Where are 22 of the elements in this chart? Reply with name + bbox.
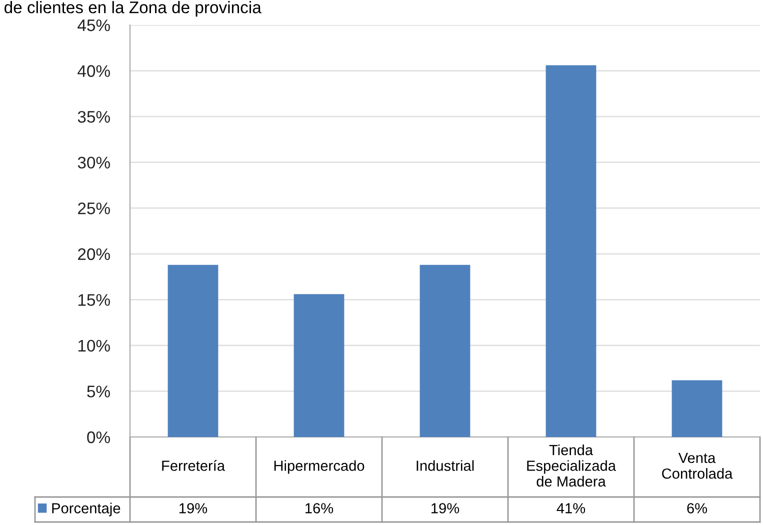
x-tick-label: Venta Controlada (662, 452, 733, 479)
chart-title: de clientes en la Zona de provincia (4, 1, 262, 17)
data-label: 41% (556, 503, 586, 514)
y-tick-label: 40% (78, 65, 110, 77)
y-tick-label: 35% (78, 110, 110, 123)
y-tick-label: 0% (87, 431, 110, 444)
x-tick-label: Industrial (416, 460, 474, 471)
data-label: 19% (180, 503, 208, 514)
x-tick-label: Tienda Especializada de Madera (527, 444, 616, 487)
y-tick-label: 10% (78, 340, 110, 352)
data-label: 6% (687, 503, 708, 514)
data-label: 19% (432, 503, 460, 514)
y-tick-label: 20% (78, 248, 110, 260)
legend-label: Porcentaje (52, 502, 120, 516)
data-label: 16% (306, 503, 334, 514)
y-tick-label: 45% (78, 19, 110, 32)
x-tick-label: Hipermercado (274, 460, 364, 474)
y-tick-label: 5% (87, 386, 110, 398)
y-tick-label: 30% (78, 156, 110, 169)
y-tick-label: 15% (78, 294, 110, 306)
y-tick-label: 25% (78, 202, 110, 214)
x-tick-label: Ferretería (162, 460, 226, 471)
